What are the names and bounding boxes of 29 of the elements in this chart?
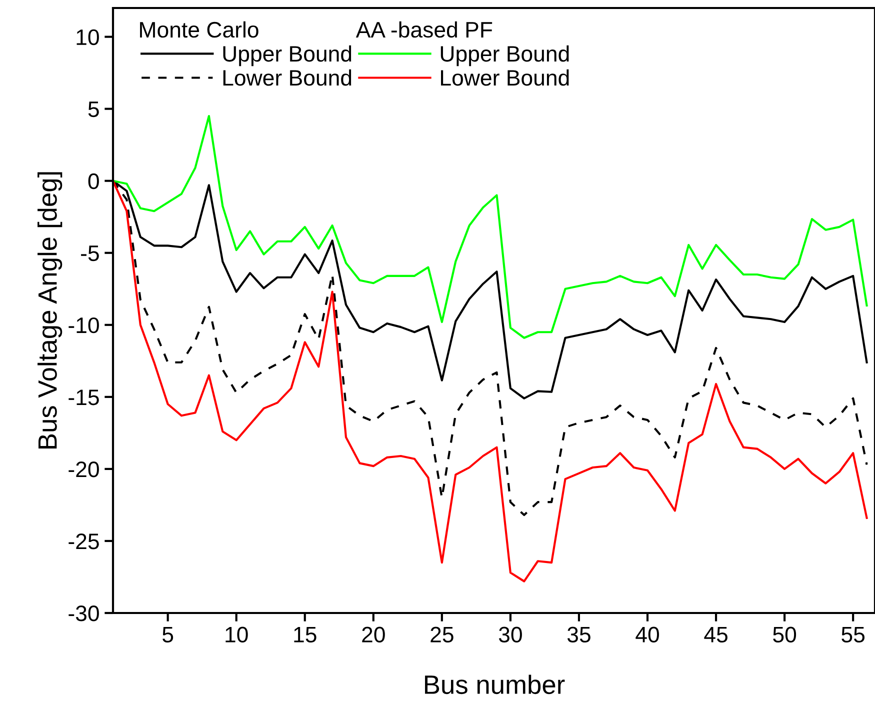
y-tick-label: -30 [68,606,99,622]
x-tick-label: 40 [636,626,659,643]
y-tick-label: 5 [88,102,99,118]
x-tick-label: 15 [294,627,316,643]
x-tick-label: 30 [498,626,522,643]
y-tick-label: 10 [76,29,99,46]
y-tick-label: 0 [88,173,99,190]
y-tick-label: -20 [68,461,99,478]
x-tick-label: 10 [226,626,248,643]
legend-label: Lower Bound [223,69,352,86]
x-axis-title: Bus number [425,674,565,694]
y-tick-label: -10 [68,317,99,334]
y-tick-label: -5 [81,246,99,262]
legend-label: Lower Bound [441,69,569,86]
legend-label: Upper Bound [223,45,352,66]
annotation: Monte Carlo [140,21,258,38]
y-tick-label: -25 [68,534,99,550]
x-tick-label: 45 [704,627,728,643]
annotation: AA -based PF [356,21,492,38]
x-tick-label: 20 [362,626,385,643]
x-tick-label: 50 [773,626,796,643]
x-tick-label: 25 [430,626,454,643]
x-tick-label: 5 [162,627,174,643]
line-series [113,114,868,339]
x-tick-label: 55 [842,627,864,643]
y-tick-label: -15 [68,390,99,406]
legend-label: Upper Bound [440,45,569,66]
x-tick-label: 35 [567,626,590,643]
y-axis-title: Bus Voltage Angle [deg] [38,172,62,448]
